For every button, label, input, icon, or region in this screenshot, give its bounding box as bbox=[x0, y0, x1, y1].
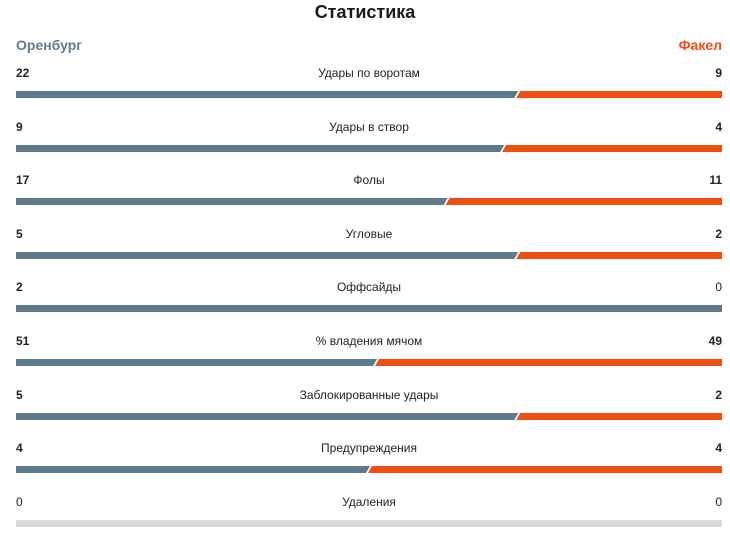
page-title: Статистика bbox=[314, 2, 416, 22]
stat-bar bbox=[16, 305, 722, 313]
stat-bar bbox=[16, 251, 722, 259]
away-bar bbox=[368, 466, 722, 474]
away-value: 0 bbox=[715, 280, 722, 295]
home-value: 0 bbox=[16, 494, 23, 509]
stat-bar bbox=[16, 198, 722, 206]
home-bar bbox=[16, 144, 505, 152]
stat-row: 0 Удаления 0 bbox=[16, 492, 722, 545]
stat-row: 9 Удары в створ 4 bbox=[16, 117, 722, 171]
home-value: 51 bbox=[16, 333, 30, 348]
stat-bar bbox=[16, 519, 722, 527]
away-value: 9 bbox=[715, 66, 722, 80]
stat-row: 22 Удары по воротам 9 bbox=[16, 63, 722, 117]
home-team-name: Оренбург bbox=[16, 37, 83, 53]
away-bar bbox=[502, 144, 722, 152]
home-bar bbox=[16, 251, 519, 259]
stat-label: Оффсайды bbox=[336, 280, 402, 295]
stat-label: Заблокированные удары bbox=[299, 387, 439, 402]
stat-bar bbox=[16, 144, 722, 152]
stat-label: Фолы bbox=[353, 173, 385, 188]
stat-label: Удары по воротам bbox=[318, 66, 420, 80]
away-bar bbox=[516, 251, 722, 259]
home-bar bbox=[16, 412, 519, 420]
stat-label: Предупреждения bbox=[321, 441, 417, 456]
away-value: 2 bbox=[715, 226, 722, 241]
home-bar bbox=[16, 358, 378, 366]
stat-bar bbox=[16, 412, 722, 420]
home-value: 9 bbox=[16, 119, 23, 134]
away-value: 2 bbox=[715, 387, 722, 402]
home-bar bbox=[16, 91, 519, 98]
home-value: 22 bbox=[16, 66, 30, 80]
stat-bar bbox=[16, 466, 722, 474]
home-bar bbox=[16, 198, 448, 206]
home-value: 4 bbox=[16, 441, 23, 456]
away-bar bbox=[516, 91, 722, 98]
stat-row: 4 Предупреждения 4 bbox=[16, 438, 722, 492]
away-team-name: Факел bbox=[678, 37, 722, 53]
away-value: 11 bbox=[709, 173, 722, 188]
stat-row: 5 Угловые 2 bbox=[16, 224, 722, 278]
stat-label: Удаления bbox=[342, 494, 396, 509]
away-value: 4 bbox=[715, 441, 722, 456]
stat-row: 51 % владения мячом 49 bbox=[16, 331, 722, 385]
home-value: 2 bbox=[16, 280, 23, 295]
home-value: 5 bbox=[16, 226, 23, 241]
away-bar bbox=[516, 412, 722, 420]
stats-list: 22 Удары по воротам 9 9 Удары в створ 4 17 Фолы… bbox=[16, 63, 722, 545]
away-bar bbox=[445, 198, 722, 206]
stat-label: % владения мячом bbox=[315, 333, 423, 348]
stat-row: 2 Оффсайды 0 bbox=[16, 277, 722, 331]
stat-row: 17 Фолы 11 bbox=[16, 170, 722, 224]
home-bar bbox=[16, 305, 722, 313]
away-value: 49 bbox=[708, 333, 722, 348]
stat-bar bbox=[16, 358, 722, 366]
stat-row: 5 Заблокированные удары 2 bbox=[16, 385, 722, 439]
away-value: 4 bbox=[715, 119, 722, 134]
away-bar bbox=[375, 358, 722, 366]
away-value: 0 bbox=[715, 494, 722, 509]
home-value: 17 bbox=[16, 173, 30, 188]
stat-bar bbox=[16, 91, 722, 98]
home-value: 5 bbox=[16, 387, 23, 402]
stat-label: Удары в створ bbox=[329, 119, 409, 134]
empty-bar bbox=[16, 519, 722, 527]
stat-label: Угловые bbox=[345, 226, 393, 241]
home-bar bbox=[16, 466, 370, 474]
